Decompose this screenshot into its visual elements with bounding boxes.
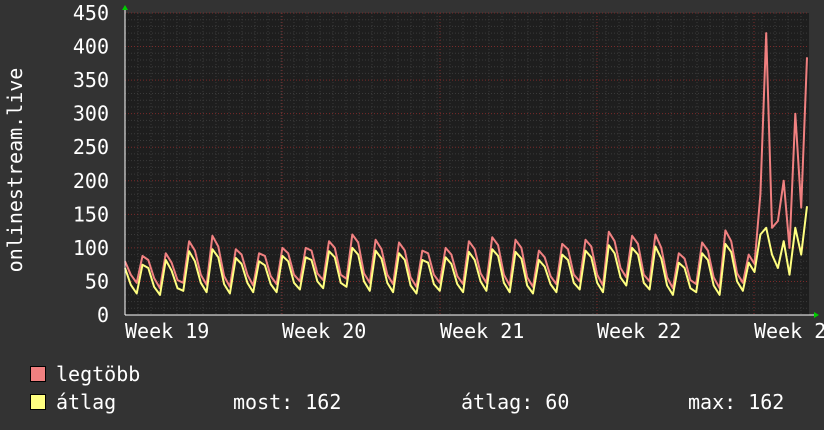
x-tick-label: Week 21 [440, 319, 524, 343]
y-tick-label: 250 [73, 135, 109, 159]
series-line-avg [124, 206, 808, 296]
legend-swatch-avg [30, 393, 46, 410]
y-axis-title: onlinestream.live [4, 68, 26, 273]
legend-item-max: legtöbb [30, 363, 140, 385]
stat-average-label: átlag: [461, 390, 534, 414]
legend-label-max: legtöbb [56, 362, 141, 386]
legend-swatch-max [30, 365, 46, 382]
y-tick-label: 150 [73, 202, 109, 226]
stat-maximum: max: 162 [688, 391, 784, 413]
y-tick-label: 400 [73, 35, 109, 59]
x-tick-label: Week 2 [754, 319, 824, 343]
y-tick-label: 0 [97, 303, 109, 327]
x-tick-label: Week 19 [125, 319, 209, 343]
x-tick-label: Week 20 [282, 319, 366, 343]
stat-current-label: most: [233, 390, 294, 414]
stat-maximum-value: 162 [748, 390, 785, 414]
legend-item-avg: átlag [30, 391, 116, 413]
y-tick-label: 300 [73, 102, 109, 126]
legend-label-avg: átlag [56, 390, 117, 414]
stat-maximum-label: max: [688, 390, 737, 414]
y-tick-label: 350 [73, 68, 109, 92]
stat-current: most: 162 [233, 391, 341, 413]
x-tick-label: Week 22 [597, 319, 681, 343]
stat-average-value: 60 [545, 390, 570, 414]
x-axis-arrow [814, 312, 819, 318]
y-tick-label: 100 [73, 236, 109, 260]
y-tick-label: 450 [73, 1, 109, 25]
y-tick-label: 50 [85, 269, 109, 293]
y-tick-label: 200 [73, 169, 109, 193]
y-axis-title-text: onlinestream.live [4, 68, 26, 273]
series-line-max [124, 32, 808, 290]
stat-average: átlag: 60 [461, 391, 569, 413]
y-axis-arrow [122, 5, 128, 10]
stat-current-value: 162 [305, 390, 342, 414]
